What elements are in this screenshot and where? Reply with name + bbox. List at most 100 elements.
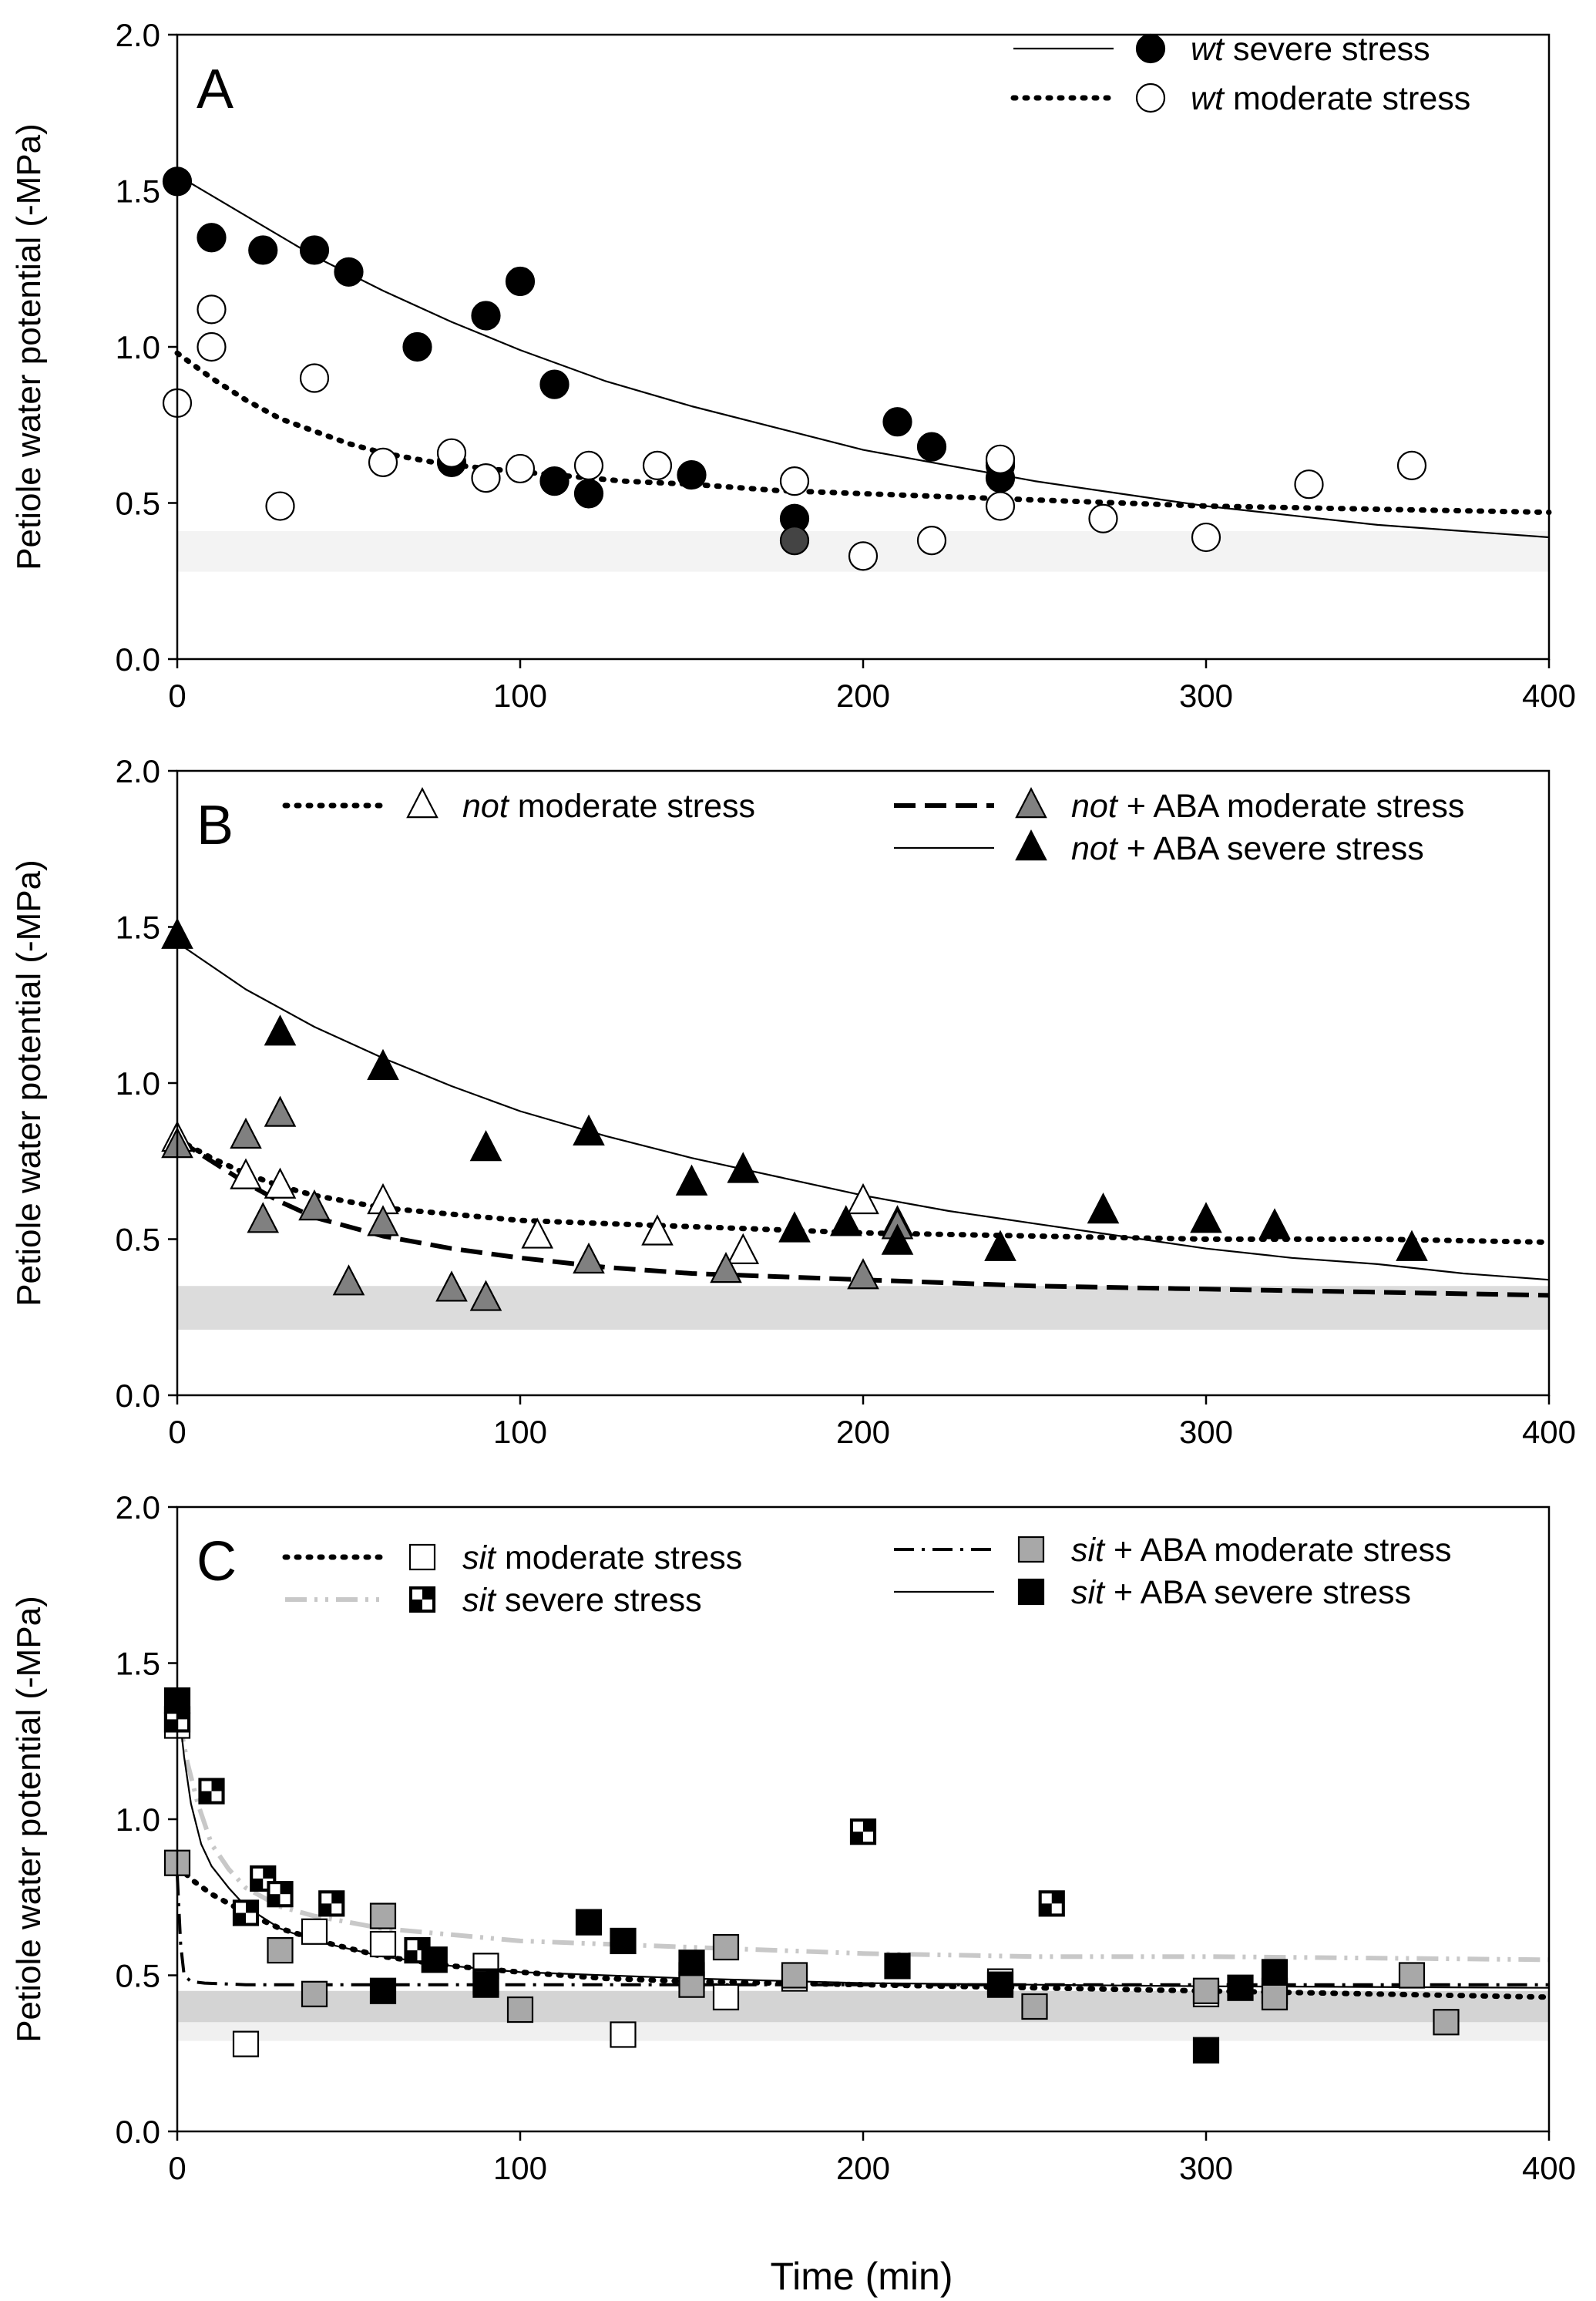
data-point xyxy=(916,432,947,462)
y-tick-label: 2.0 xyxy=(116,17,160,53)
legend-marker xyxy=(406,787,438,819)
series-not_aba_mod xyxy=(161,1095,914,1311)
data-point xyxy=(985,491,1016,521)
x-tick-label: 300 xyxy=(1179,1414,1233,1450)
data-point xyxy=(986,1971,1014,1998)
legend-label: sit severe stress xyxy=(462,1582,702,1619)
fit-line-not_aba_sev xyxy=(176,941,1550,1281)
legend-label: wt severe stress xyxy=(1191,31,1430,68)
x-tick-label: 200 xyxy=(836,1414,890,1450)
y-tick-label: 1.0 xyxy=(116,1065,160,1102)
data-point xyxy=(677,459,707,490)
data-point xyxy=(727,1152,760,1183)
series-wt_sev_grey xyxy=(779,525,810,556)
data-point xyxy=(1088,503,1118,533)
data-point xyxy=(1192,1977,1220,2004)
data-point xyxy=(1398,1962,1426,1989)
data-point xyxy=(505,266,536,297)
data-point xyxy=(369,1902,397,1929)
y-tick-label: 0.0 xyxy=(116,1378,160,1414)
x-tick-label: 200 xyxy=(836,678,890,714)
legend-label: sit + ABA severe stress xyxy=(1071,1574,1411,1611)
legend: sit moderate stress sit severe stress sit … xyxy=(282,1532,1452,1619)
data-point xyxy=(198,1778,225,1805)
data-point xyxy=(778,1211,811,1243)
data-point xyxy=(247,1202,280,1233)
data-point xyxy=(264,1095,297,1127)
data-point xyxy=(641,1214,674,1246)
legend-label: sit + ABA moderate stress xyxy=(1071,1532,1452,1569)
data-point xyxy=(436,438,467,468)
x-tick-label: 200 xyxy=(836,2150,890,2186)
panel-letter: C xyxy=(197,1531,237,1593)
data-point xyxy=(1258,1208,1291,1240)
data-point xyxy=(882,407,912,437)
y-tick-label: 1.5 xyxy=(116,910,160,946)
y-tick-label: 2.0 xyxy=(116,753,160,789)
y-tick-label: 0.5 xyxy=(116,1222,160,1258)
data-point xyxy=(264,1167,297,1199)
fit-line-not_aba_mod xyxy=(176,1137,1550,1298)
data-point xyxy=(881,1223,914,1255)
data-point xyxy=(1021,1993,1048,2020)
data-point xyxy=(332,1264,365,1296)
fit-line-not_mod xyxy=(174,1136,1552,1245)
data-point xyxy=(642,450,673,481)
legend: not moderate stress not + ABA moderate st… xyxy=(282,787,1464,867)
y-tick-label: 0.5 xyxy=(116,486,160,522)
legend-marker xyxy=(1135,82,1166,113)
reference-band xyxy=(178,1990,1548,2023)
data-point xyxy=(573,450,604,481)
fit-line-wt_sev xyxy=(176,174,1550,539)
data-point xyxy=(267,1937,294,1964)
data-point xyxy=(334,257,364,287)
legend-label: wt moderate stress xyxy=(1191,80,1470,117)
data-point xyxy=(1261,1959,1289,1986)
data-point xyxy=(610,2021,637,2048)
data-point xyxy=(264,1014,297,1046)
data-point xyxy=(1192,2037,1220,2064)
y-axis-label: Petiole water potential (-MPa) xyxy=(10,860,48,1307)
x-tick-label: 400 xyxy=(1522,678,1576,714)
data-point xyxy=(1433,2009,1460,2036)
data-point xyxy=(1396,450,1427,481)
data-point xyxy=(505,453,536,484)
data-point xyxy=(265,491,295,521)
legend-marker xyxy=(408,1586,436,1613)
x-tick-label: 0 xyxy=(168,2150,186,2186)
x-tick-label: 0 xyxy=(168,1414,186,1450)
legend: wt severe stress wt moderate stress xyxy=(1010,31,1470,117)
data-point xyxy=(779,525,810,556)
legend-label: not + ABA moderate stress xyxy=(1071,788,1464,825)
y-tick-label: 0.0 xyxy=(116,2114,160,2150)
data-point xyxy=(232,1899,260,1926)
legend-marker xyxy=(1015,829,1047,861)
fit-line-sit_sev xyxy=(175,1709,1550,1963)
data-point xyxy=(472,1971,499,1998)
y-tick-label: 1.5 xyxy=(116,1646,160,1682)
data-point xyxy=(267,1881,294,1908)
data-point xyxy=(299,363,330,393)
y-tick-label: 2.0 xyxy=(116,1489,160,1526)
data-point xyxy=(299,235,330,265)
data-point xyxy=(435,1270,468,1302)
data-point xyxy=(849,1818,877,1845)
data-point xyxy=(712,1983,740,2010)
data-point xyxy=(984,1230,1016,1261)
series-wt_mod xyxy=(162,294,1427,571)
panel-letter: B xyxy=(197,795,234,856)
data-point xyxy=(727,1233,760,1264)
legend-marker xyxy=(1017,1578,1045,1606)
data-point xyxy=(1087,1193,1120,1224)
y-tick-label: 0.5 xyxy=(116,1958,160,1994)
data-point xyxy=(471,463,501,493)
data-point xyxy=(1191,522,1221,553)
data-point xyxy=(1227,1974,1254,2001)
data-point xyxy=(884,1953,911,1980)
x-tick-label: 400 xyxy=(1522,1414,1576,1450)
data-point xyxy=(248,235,278,265)
data-point xyxy=(197,331,227,362)
data-point xyxy=(847,1258,879,1290)
